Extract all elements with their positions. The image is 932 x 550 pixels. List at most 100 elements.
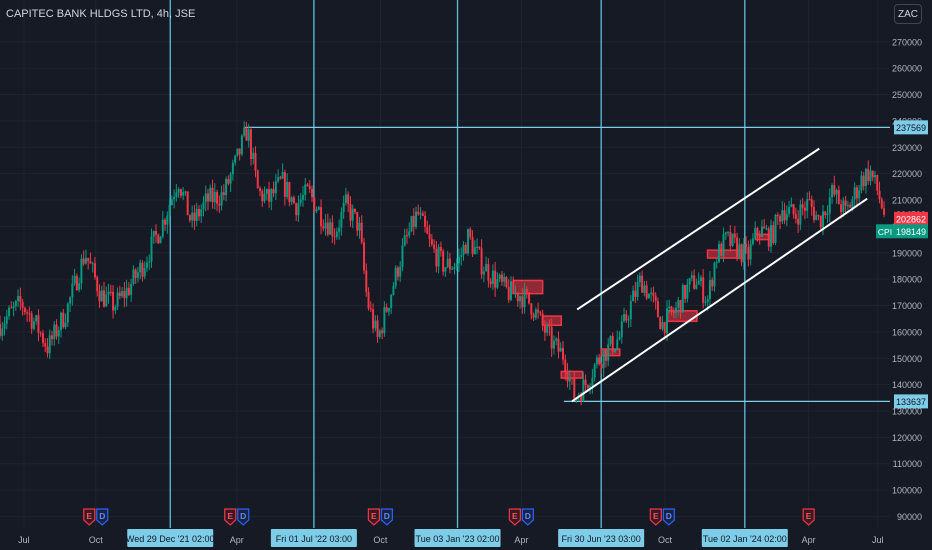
vertical-marker-date-label: Tue 02 Jan '24 02:00 (703, 534, 787, 544)
candle-body (75, 275, 78, 291)
earnings-badge-shape (802, 508, 815, 526)
x-tick-label: Jul (872, 535, 884, 545)
y-tick-label: 110000 (893, 459, 922, 469)
candle-body (453, 267, 456, 269)
earnings-badge-shape (224, 508, 237, 526)
candle-body (66, 303, 69, 323)
candle-body (360, 222, 363, 243)
candle-body (485, 263, 488, 272)
candle-body (347, 194, 350, 205)
candle-body (742, 244, 745, 263)
candle-body (876, 175, 879, 191)
candle-body (164, 219, 167, 225)
candle-body (883, 208, 886, 215)
candle-body (754, 227, 757, 239)
candle-body (632, 290, 635, 302)
candle-body (143, 268, 146, 277)
candle-body (600, 363, 603, 369)
candle-body (803, 207, 806, 211)
candle-body (100, 290, 103, 302)
candle-body (844, 200, 847, 206)
channel-line (571, 197, 868, 403)
candle-body (320, 207, 323, 227)
candle-body (96, 277, 99, 292)
candle-body (500, 274, 503, 282)
earnings-badge-label: E (512, 511, 518, 521)
earnings-badge-label: E (371, 511, 377, 521)
zone-box (600, 348, 621, 357)
candle-body (353, 208, 356, 213)
dividend-badge: D (237, 508, 250, 526)
candle-body (439, 246, 442, 251)
candle-body (21, 301, 24, 308)
candle-body (604, 350, 607, 361)
candle-body (62, 312, 65, 328)
candle-body (166, 215, 169, 225)
time-axis[interactable]: JulOctAprOctAprOctAprJulOctWed 29 Dec '2… (0, 528, 932, 550)
candle-body (236, 148, 239, 156)
candle-body (356, 212, 359, 231)
dividend-badge: D (521, 508, 534, 526)
candle-body (794, 214, 797, 219)
candle-body (37, 315, 40, 333)
candle-body (103, 290, 106, 307)
horizontal-levels (244, 126, 890, 403)
candle-body (23, 307, 26, 313)
candle-body (98, 291, 101, 302)
y-tick-label: 180000 (892, 275, 922, 285)
candle-body (482, 271, 485, 275)
vertical-marker-date-box (701, 529, 788, 547)
candle-body (261, 190, 264, 202)
candle-body (620, 321, 623, 338)
candle-body (265, 189, 268, 194)
candle-body (537, 309, 540, 313)
candle-body (690, 275, 693, 279)
candle-body (222, 192, 225, 196)
candle-body (693, 275, 696, 289)
candle-body (785, 213, 788, 221)
vertical-marker-date-box (414, 529, 501, 547)
candle-body (446, 258, 449, 268)
candle-body (1, 328, 4, 336)
candle-body (91, 263, 94, 265)
candle-body (376, 320, 379, 337)
candle-body (290, 197, 293, 203)
price-axis[interactable]: 90000 100000 110000 120000 130000 140000 15000… (876, 37, 928, 522)
vertical-marker-date-label: Tue 03 Jan '23 02:00 (416, 534, 500, 544)
candle-body (810, 199, 813, 208)
candle-body (455, 263, 458, 268)
candle-body (713, 262, 716, 287)
candle-body (747, 246, 750, 260)
candle-body (53, 324, 56, 340)
horizontal-level-label: 133637 (896, 397, 926, 407)
candle-body (437, 246, 440, 267)
candle-body (161, 219, 164, 237)
candle-body (505, 277, 508, 287)
candle-body (297, 202, 300, 216)
candle-body (740, 244, 743, 263)
candle-body (711, 279, 714, 287)
candle-body (546, 326, 549, 333)
candle-body (270, 189, 273, 202)
candle-body (539, 312, 542, 314)
symbol-title: CAPITEC BANK HLDGS LTD, 4h, JSE (6, 8, 196, 20)
candle-body (109, 291, 112, 293)
candle-body (229, 174, 232, 184)
candle-body (783, 210, 786, 221)
candle-body (399, 266, 402, 277)
candle-body (564, 359, 567, 372)
x-tick-label: Oct (373, 535, 388, 545)
earnings-badge-label: E (227, 511, 233, 521)
candle-body (0, 323, 1, 336)
candle-body (396, 267, 399, 277)
candle-body (824, 211, 827, 216)
candle-body (749, 243, 752, 260)
candle-body (828, 197, 831, 214)
candle-body (112, 291, 115, 311)
candle-body (851, 199, 854, 208)
candle-body (812, 207, 815, 221)
currency-button[interactable]: ZAC (894, 4, 922, 24)
candle-body (134, 269, 137, 278)
candle-body (225, 179, 228, 196)
